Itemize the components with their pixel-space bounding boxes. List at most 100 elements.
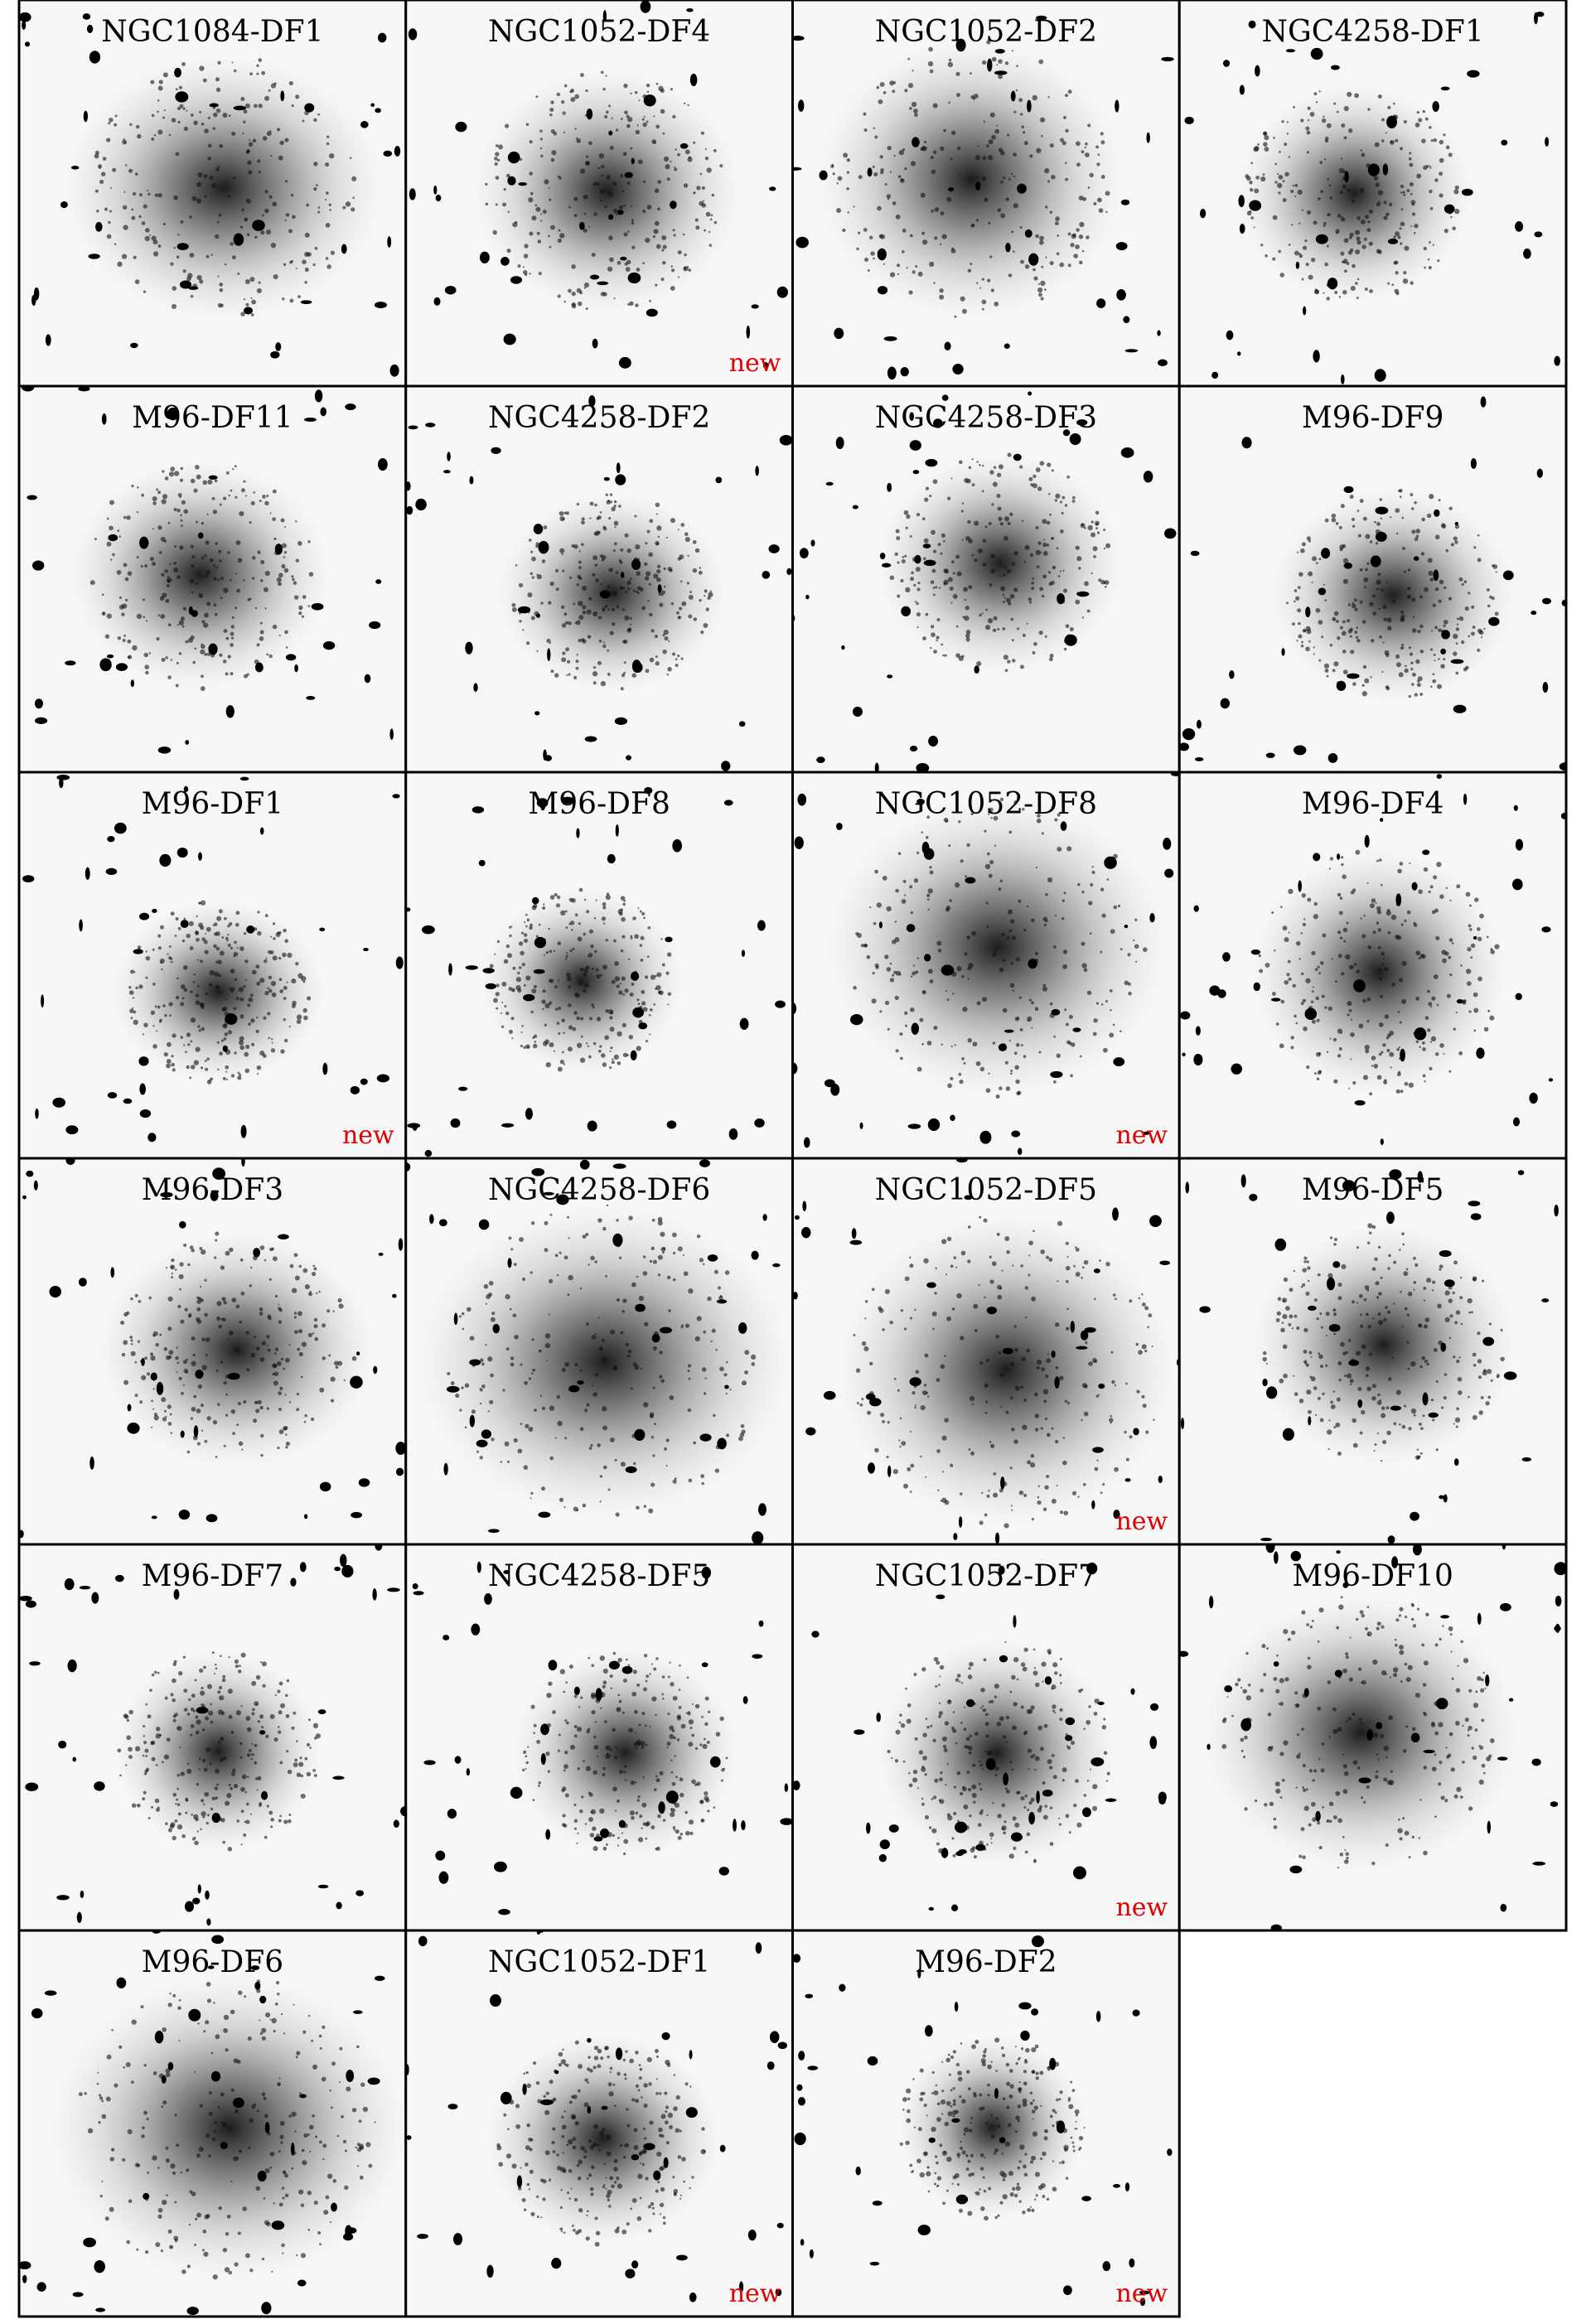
speckle bbox=[239, 998, 244, 1002]
speckle bbox=[911, 101, 917, 108]
speckle bbox=[709, 590, 712, 592]
speckle bbox=[243, 1399, 247, 1404]
speckle bbox=[254, 1701, 259, 1707]
speckle bbox=[162, 470, 165, 473]
speckle bbox=[180, 616, 185, 621]
speckle bbox=[313, 1267, 317, 1271]
star bbox=[275, 342, 282, 351]
speckle bbox=[225, 998, 227, 1001]
speckle bbox=[1303, 1026, 1308, 1032]
speckle bbox=[1090, 532, 1096, 538]
speckle bbox=[302, 259, 307, 264]
speckle bbox=[573, 214, 578, 218]
speckle bbox=[1026, 622, 1028, 625]
speckle bbox=[1347, 1013, 1350, 1017]
speckle bbox=[561, 623, 567, 628]
speckle bbox=[629, 577, 632, 581]
speckle bbox=[971, 1403, 974, 1405]
speckle bbox=[1339, 896, 1343, 900]
speckle bbox=[1333, 1332, 1336, 1336]
speckle bbox=[519, 1237, 524, 1242]
speckle bbox=[272, 489, 277, 494]
speckle bbox=[1419, 595, 1423, 599]
speckle bbox=[244, 1068, 250, 1074]
speckle bbox=[1059, 500, 1063, 504]
speckle bbox=[670, 518, 676, 524]
speckle bbox=[1271, 992, 1276, 996]
speckle bbox=[688, 1288, 694, 1294]
star bbox=[225, 1012, 238, 1025]
speckle bbox=[259, 499, 262, 502]
speckle bbox=[1084, 527, 1086, 529]
speckle bbox=[1273, 137, 1275, 139]
speckle bbox=[1338, 296, 1342, 298]
speckle bbox=[981, 612, 984, 615]
speckle bbox=[1399, 495, 1402, 498]
speckle bbox=[1453, 536, 1458, 541]
speckle bbox=[259, 978, 265, 983]
speckle bbox=[863, 228, 868, 232]
speckle bbox=[947, 496, 951, 500]
speckle bbox=[238, 987, 244, 993]
star bbox=[1488, 616, 1500, 626]
speckle bbox=[650, 1246, 655, 1251]
speckle bbox=[932, 1327, 935, 1331]
speckle bbox=[182, 107, 186, 110]
speckle bbox=[585, 307, 588, 311]
speckle bbox=[1324, 158, 1327, 161]
speckle bbox=[1434, 178, 1439, 182]
speckle bbox=[143, 616, 146, 618]
speckle bbox=[981, 307, 984, 311]
speckle bbox=[200, 900, 206, 906]
speckle bbox=[559, 548, 565, 553]
speckle bbox=[592, 555, 598, 561]
speckle bbox=[549, 581, 554, 587]
speckle bbox=[297, 295, 301, 299]
speckle bbox=[157, 614, 161, 617]
star bbox=[1535, 12, 1545, 17]
speckle bbox=[180, 1036, 183, 1039]
speckle bbox=[999, 967, 1004, 973]
speckle bbox=[243, 120, 246, 123]
speckle bbox=[228, 1714, 233, 1719]
speckle bbox=[909, 1007, 915, 1012]
speckle bbox=[601, 174, 603, 177]
star bbox=[444, 285, 457, 295]
speckle bbox=[1006, 568, 1011, 574]
star bbox=[138, 1056, 149, 1066]
speckle bbox=[982, 539, 987, 543]
speckle bbox=[1326, 244, 1329, 248]
speckle bbox=[751, 1354, 757, 1360]
star bbox=[841, 645, 845, 650]
star bbox=[433, 297, 441, 306]
star bbox=[1413, 556, 1419, 561]
speckle bbox=[944, 1355, 946, 1357]
star bbox=[589, 274, 600, 280]
speckle bbox=[505, 173, 510, 178]
speckle bbox=[1402, 278, 1409, 284]
speckle bbox=[156, 1030, 158, 1032]
star bbox=[881, 563, 892, 568]
speckle bbox=[1460, 1322, 1463, 1326]
speckle bbox=[588, 1263, 590, 1266]
speckle bbox=[1415, 997, 1420, 1001]
star bbox=[45, 334, 51, 346]
speckle bbox=[642, 1007, 648, 1012]
speckle bbox=[157, 110, 159, 114]
speckle bbox=[932, 587, 936, 589]
speckle bbox=[330, 1399, 335, 1403]
speckle bbox=[621, 935, 626, 939]
speckle bbox=[517, 264, 521, 268]
speckle bbox=[1356, 297, 1359, 300]
speckle bbox=[984, 1412, 988, 1414]
speckle bbox=[278, 956, 282, 960]
speckle bbox=[548, 1278, 554, 1283]
speckle bbox=[926, 1041, 932, 1046]
speckle bbox=[1410, 281, 1414, 285]
speckle bbox=[231, 1297, 237, 1302]
speckle bbox=[1352, 1418, 1356, 1423]
speckle bbox=[270, 242, 277, 249]
speckle bbox=[947, 577, 953, 582]
speckle bbox=[710, 1340, 713, 1343]
speckle bbox=[679, 580, 683, 583]
